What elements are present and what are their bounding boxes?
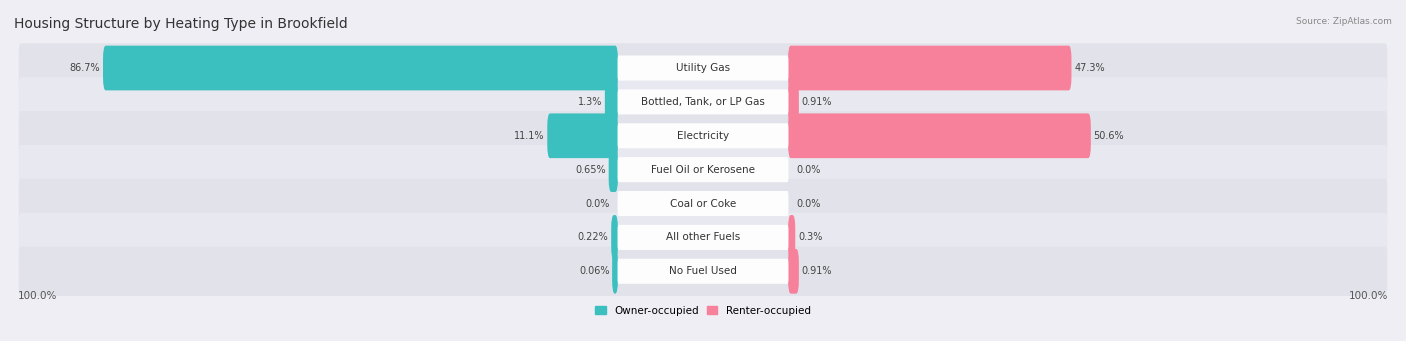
Text: All other Fuels: All other Fuels <box>666 233 740 242</box>
FancyBboxPatch shape <box>617 89 789 115</box>
Text: 50.6%: 50.6% <box>1094 131 1125 141</box>
Text: 100.0%: 100.0% <box>17 291 56 301</box>
FancyBboxPatch shape <box>18 179 1388 228</box>
FancyBboxPatch shape <box>617 191 789 216</box>
FancyBboxPatch shape <box>103 46 617 90</box>
Text: 0.0%: 0.0% <box>796 165 821 175</box>
Text: Source: ZipAtlas.com: Source: ZipAtlas.com <box>1296 17 1392 26</box>
Text: 100.0%: 100.0% <box>1350 291 1389 301</box>
Text: 0.0%: 0.0% <box>585 198 610 209</box>
Text: 0.91%: 0.91% <box>801 97 832 107</box>
FancyBboxPatch shape <box>789 215 796 260</box>
FancyBboxPatch shape <box>617 259 789 284</box>
FancyBboxPatch shape <box>789 249 799 294</box>
FancyBboxPatch shape <box>612 215 617 260</box>
Text: Housing Structure by Heating Type in Brookfield: Housing Structure by Heating Type in Bro… <box>14 17 347 31</box>
FancyBboxPatch shape <box>18 213 1388 262</box>
FancyBboxPatch shape <box>605 79 617 124</box>
FancyBboxPatch shape <box>18 247 1388 296</box>
FancyBboxPatch shape <box>18 145 1388 194</box>
FancyBboxPatch shape <box>617 157 789 182</box>
Text: Coal or Coke: Coal or Coke <box>669 198 737 209</box>
Text: Bottled, Tank, or LP Gas: Bottled, Tank, or LP Gas <box>641 97 765 107</box>
Text: 1.3%: 1.3% <box>578 97 602 107</box>
Text: 11.1%: 11.1% <box>515 131 544 141</box>
FancyBboxPatch shape <box>789 79 799 124</box>
Text: 0.3%: 0.3% <box>799 233 823 242</box>
FancyBboxPatch shape <box>789 114 1091 158</box>
FancyBboxPatch shape <box>609 147 617 192</box>
FancyBboxPatch shape <box>617 123 789 148</box>
Text: 0.91%: 0.91% <box>801 266 832 276</box>
Text: 0.22%: 0.22% <box>578 233 609 242</box>
Text: 47.3%: 47.3% <box>1074 63 1105 73</box>
Text: 0.0%: 0.0% <box>796 198 821 209</box>
Text: 0.65%: 0.65% <box>575 165 606 175</box>
FancyBboxPatch shape <box>18 77 1388 127</box>
Text: Utility Gas: Utility Gas <box>676 63 730 73</box>
FancyBboxPatch shape <box>547 114 617 158</box>
Text: Electricity: Electricity <box>676 131 730 141</box>
Text: Fuel Oil or Kerosene: Fuel Oil or Kerosene <box>651 165 755 175</box>
FancyBboxPatch shape <box>18 111 1388 161</box>
Text: 86.7%: 86.7% <box>70 63 100 73</box>
Legend: Owner-occupied, Renter-occupied: Owner-occupied, Renter-occupied <box>595 306 811 316</box>
Text: No Fuel Used: No Fuel Used <box>669 266 737 276</box>
FancyBboxPatch shape <box>617 225 789 250</box>
FancyBboxPatch shape <box>617 56 789 80</box>
Text: 0.06%: 0.06% <box>579 266 609 276</box>
FancyBboxPatch shape <box>18 43 1388 93</box>
FancyBboxPatch shape <box>789 46 1071 90</box>
FancyBboxPatch shape <box>612 249 617 294</box>
